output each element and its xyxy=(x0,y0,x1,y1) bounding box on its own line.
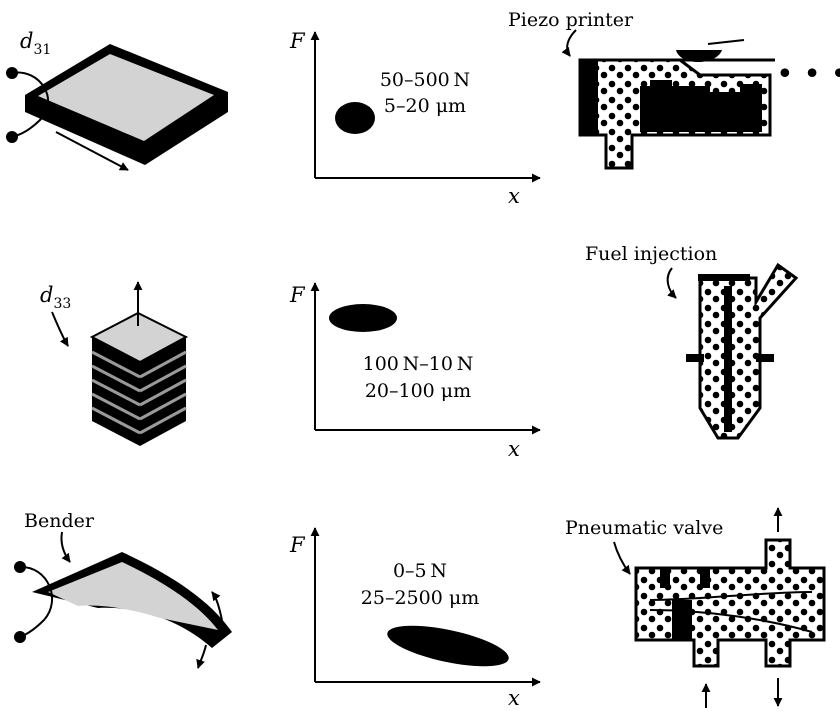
plate-top-face xyxy=(38,54,214,141)
label-pointer xyxy=(60,531,71,563)
application-label: Pneumatic valve xyxy=(565,517,723,539)
electrode-terminal-icon xyxy=(6,131,18,143)
valve-piezo-base xyxy=(672,600,692,640)
x-axis-label: x xyxy=(508,437,520,461)
actuator-arm xyxy=(707,39,745,45)
fuel-injector-icon: Fuel injection xyxy=(585,243,799,440)
valve-port-block xyxy=(660,568,670,588)
actuator-cap xyxy=(676,50,722,62)
mount-flange-left xyxy=(686,354,704,362)
application-label: Piezo printer xyxy=(508,9,634,31)
bender-label: Bender xyxy=(24,510,95,532)
injector-body xyxy=(698,262,799,440)
valve-port-block xyxy=(700,568,710,588)
x-axis-label: x xyxy=(508,184,520,208)
valve-bender-blade xyxy=(649,591,813,601)
row-2: d33 F x 100 N–10 N 20–100 μm Fuel inject… xyxy=(40,243,799,461)
valve-housing xyxy=(634,538,826,668)
electrode-terminal-icon xyxy=(6,67,18,79)
force-range: 0–5 N xyxy=(393,560,447,582)
electrode-terminal-icon xyxy=(14,561,26,573)
stack-right-face xyxy=(139,337,187,446)
displacement-range: 5–20 μm xyxy=(384,95,466,117)
d33-label: d33 xyxy=(40,283,71,312)
force-displacement-plot: F x 50–500 N 5–20 μm xyxy=(289,29,541,208)
strain-arrow-icon xyxy=(55,131,129,171)
label-pointer xyxy=(666,267,677,299)
displacement-range: 25–2500 μm xyxy=(361,587,479,609)
valve-bender-blade xyxy=(649,609,813,633)
d33-stack-actuator: d33 xyxy=(40,281,189,446)
injector-cap xyxy=(698,274,750,281)
force-displacement-plot: F x 0–5 N 25–2500 μm xyxy=(289,527,541,710)
label-pointer xyxy=(51,311,69,347)
y-axis-label: F xyxy=(289,283,306,307)
operating-region xyxy=(329,304,397,332)
row-3: Bender F x 0–5 N 25–2500 μm Pneumatic va… xyxy=(14,507,826,710)
force-displacement-plot: F x 100 N–10 N 20–100 μm xyxy=(289,282,541,461)
label-pointer xyxy=(561,29,577,57)
electrode-wire xyxy=(19,565,54,638)
electrode-wire xyxy=(11,71,50,138)
d31-plate-actuator: d31 xyxy=(6,29,228,171)
label-pointer xyxy=(613,541,631,575)
force-range: 100 N–10 N xyxy=(363,353,474,375)
piezo-printer-icon: Piezo printer • • • xyxy=(508,9,840,170)
y-axis-label: F xyxy=(289,29,306,53)
displacement-range: 20–100 μm xyxy=(365,380,471,402)
bend-arrow-icon xyxy=(211,591,223,621)
injector-needle xyxy=(724,286,732,432)
pneumatic-valve-icon: Pneumatic valve xyxy=(565,507,826,708)
application-label: Fuel injection xyxy=(585,243,717,265)
electrode-terminal-icon xyxy=(14,631,26,643)
ellipsis: • • • xyxy=(776,57,840,92)
operating-region xyxy=(387,625,509,667)
x-axis-label: x xyxy=(508,686,520,710)
row-1: d31 F x 50–500 N 5–20 μm Piezo printer •… xyxy=(6,9,840,208)
bend-arrow-icon xyxy=(196,644,207,669)
mount-flange-right xyxy=(756,354,774,362)
bender-actuator: Bender xyxy=(14,510,232,669)
operating-region xyxy=(335,102,375,134)
stack-left-face xyxy=(91,337,141,446)
d31-label: d31 xyxy=(20,29,51,58)
y-axis-label: F xyxy=(289,533,306,557)
piezo-element xyxy=(580,60,598,135)
nozzle-block xyxy=(640,80,762,132)
force-range: 50–500 N xyxy=(380,69,470,91)
bender-top-face xyxy=(48,562,218,630)
